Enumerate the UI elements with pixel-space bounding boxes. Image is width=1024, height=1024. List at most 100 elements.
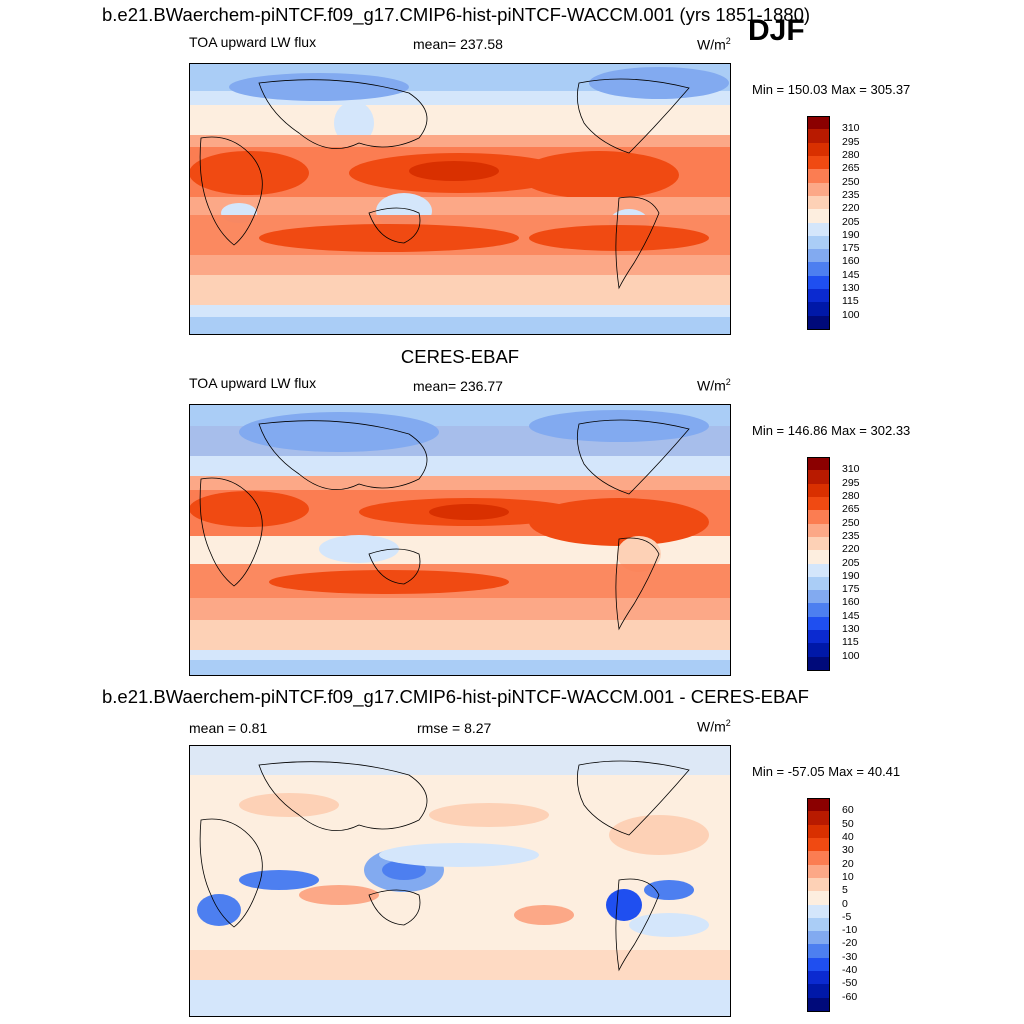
colorbar-swatch: [807, 302, 830, 317]
colorbar-tick-label: 60: [842, 804, 854, 817]
colorbar-swatch: [807, 550, 830, 564]
colorbar-swatch: [807, 997, 830, 1012]
colorbar-tick-label: -5: [842, 910, 852, 923]
colorbar-swatch: [807, 470, 830, 485]
colorbar-tick-label: 265: [842, 503, 860, 516]
panel2-minmax-label: Min = 146.86 Max = 302.33: [752, 423, 911, 438]
season-label: DJF: [748, 14, 805, 47]
colorbar-tick-label: 235: [842, 529, 860, 542]
colorbar-tick-label: 295: [842, 135, 860, 148]
panel3-mean-label: mean = 0.81: [189, 720, 268, 736]
colorbar-swatch: [807, 209, 830, 223]
colorbar-swatch: [807, 603, 830, 618]
colorbar-swatch: [807, 262, 830, 277]
colorbar-tick-label: -40: [842, 964, 858, 977]
colorbar-tick-label: 50: [842, 817, 854, 830]
colorbar-swatch: [807, 984, 830, 999]
colorbar-tick-label: -20: [842, 937, 858, 950]
panel2-units-label: W/m2: [697, 377, 731, 394]
colorbar-swatch: [807, 837, 830, 852]
panel3-colorbar-labels: 60 50 40 30 20 10 5 0 -5 -10 -20 -30 -40 -50 -60: [842, 798, 882, 1011]
colorbar-tick-label: -60: [842, 990, 858, 1003]
colorbar-swatch: [807, 590, 830, 604]
colorbar-tick-label: -10: [842, 924, 858, 937]
colorbar-swatch: [807, 798, 830, 812]
colorbar-swatch: [807, 917, 830, 932]
panel2-map: [189, 404, 731, 676]
colorbar-tick-label: 40: [842, 830, 854, 843]
colorbar-tick-label: 190: [842, 228, 860, 241]
colorbar-swatch: [807, 523, 830, 538]
colorbar-tick-label: 250: [842, 175, 860, 188]
panel1-minmax-label: Min = 150.03 Max = 305.37: [752, 82, 911, 97]
colorbar-swatch: [807, 630, 830, 644]
panel1-colorbar-labels: 310 295 280 265 250 235 220 205 190 175 160 145 130 1…: [842, 116, 882, 329]
colorbar-tick-label: 115: [842, 295, 859, 308]
colorbar-tick-label: 145: [842, 268, 860, 281]
colorbar-tick-label: 0: [842, 897, 848, 910]
colorbar-swatch: [807, 129, 830, 144]
colorbar-tick-label: 250: [842, 516, 860, 529]
colorbar-tick-label: 145: [842, 609, 860, 622]
colorbar-swatch: [807, 496, 830, 511]
colorbar-swatch: [807, 891, 830, 905]
colorbar-swatch: [807, 457, 830, 471]
colorbar-swatch: [807, 195, 830, 210]
colorbar-swatch: [807, 957, 830, 972]
colorbar-swatch: [807, 811, 830, 826]
panel1-mean-label: mean= 237.58: [413, 36, 503, 52]
colorbar-tick-label: 310: [842, 463, 860, 476]
colorbar-swatch: [807, 824, 830, 839]
colorbar-tick-label: 20: [842, 857, 854, 870]
colorbar-tick-label: -50: [842, 977, 858, 990]
colorbar-tick-label: -30: [842, 950, 858, 963]
colorbar-tick-label: 310: [842, 122, 860, 135]
colorbar-tick-label: 160: [842, 596, 860, 609]
panel3-colorbar: [807, 798, 830, 1012]
colorbar-swatch: [807, 931, 830, 945]
panel3-rmse-label: rmse = 8.27: [417, 720, 492, 736]
panel1-map: [189, 63, 731, 335]
colorbar-tick-label: 10: [842, 870, 854, 883]
colorbar-swatch: [807, 563, 830, 578]
colorbar-swatch: [807, 169, 830, 184]
panel3-map: [189, 745, 731, 1017]
panel2-title: CERES-EBAF: [400, 346, 520, 367]
colorbar-tick-label: 160: [842, 255, 860, 268]
colorbar-swatch: [807, 182, 830, 197]
colorbar-swatch: [807, 275, 830, 290]
colorbar-tick-label: 280: [842, 489, 860, 502]
panel3-minmax-label: Min = -57.05 Max = 40.41: [752, 764, 901, 779]
colorbar-swatch: [807, 864, 830, 879]
colorbar-tick-label: 115: [842, 636, 859, 649]
panel2-colorbar-labels: 310 295 280 265 250 235 220 205 190 175 160 145 130 1…: [842, 457, 882, 670]
colorbar-tick-label: 130: [842, 282, 860, 295]
colorbar-swatch: [807, 616, 830, 631]
colorbar-tick-label: 190: [842, 569, 860, 582]
colorbar-swatch: [807, 904, 830, 919]
colorbar-tick-label: 205: [842, 215, 860, 228]
colorbar-swatch: [807, 155, 830, 170]
figure-title: b.e21.BWaerchem-piNTCF.f09_g17.CMIP6-his…: [102, 4, 811, 25]
colorbar-swatch: [807, 483, 830, 498]
colorbar-swatch: [807, 656, 830, 671]
colorbar-tick-label: 220: [842, 543, 860, 556]
panel2-colorbar: [807, 457, 830, 671]
colorbar-tick-label: 175: [842, 583, 860, 596]
panel1-variable-label: TOA upward LW flux: [189, 34, 317, 50]
colorbar-tick-label: 30: [842, 844, 854, 857]
colorbar-swatch: [807, 249, 830, 263]
colorbar-swatch: [807, 142, 830, 157]
panel2-mean-label: mean= 236.77: [413, 378, 503, 394]
colorbar-swatch: [807, 315, 830, 330]
colorbar-swatch: [807, 289, 830, 303]
colorbar-swatch: [807, 536, 830, 551]
colorbar-tick-label: 100: [842, 308, 860, 321]
colorbar-swatch: [807, 944, 830, 959]
panel1-colorbar: [807, 116, 830, 330]
colorbar-tick-label: 280: [842, 148, 860, 161]
colorbar-swatch: [807, 235, 830, 250]
panel2-variable-label: TOA upward LW flux: [189, 375, 317, 391]
panel1-units-label: W/m2: [697, 36, 731, 53]
colorbar-tick-label: 100: [842, 649, 860, 662]
